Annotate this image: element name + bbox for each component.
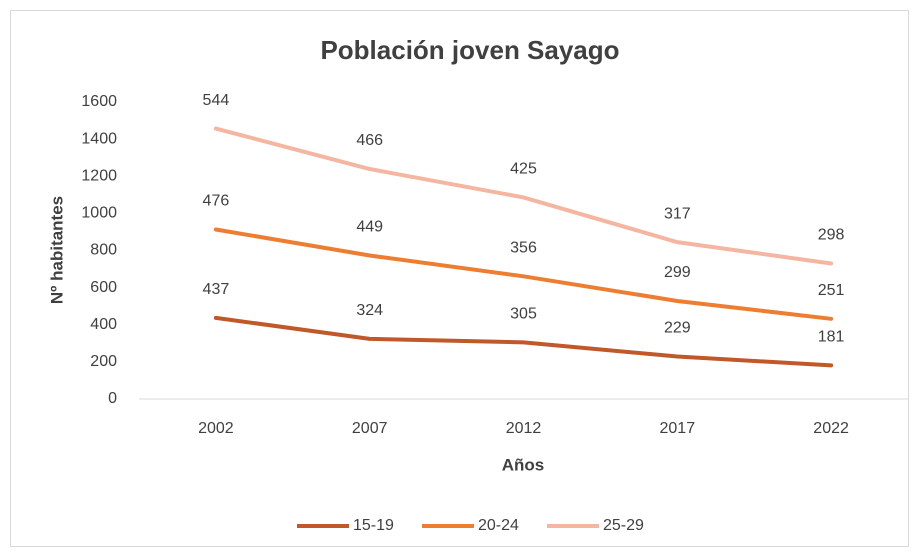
x-axis-label: Años [502,455,545,474]
y-tick-label: 800 [90,242,117,259]
y-tick-label: 600 [90,279,117,296]
data-label: 181 [818,329,845,346]
data-label: 324 [356,302,383,319]
legend-label: 25-29 [603,517,644,534]
y-tick-label: 1000 [81,205,117,222]
data-label: 229 [664,320,691,337]
y-tick-label: 1200 [81,167,117,184]
data-label: 299 [664,264,691,281]
chart-border [10,10,909,547]
y-tick-label: 1400 [81,130,117,147]
data-label: 251 [818,282,845,299]
legend-label: 20-24 [478,517,519,534]
data-label: 476 [203,193,230,210]
data-label: 317 [664,205,691,222]
line [213,227,834,321]
x-tick-label: 2017 [660,420,696,437]
x-tick-label: 2002 [198,420,234,437]
y-tick-label: 1600 [81,93,117,110]
y-tick-label: 200 [90,353,117,370]
legend-label: 15-19 [353,517,394,534]
data-label: 466 [356,132,383,149]
data-label: 437 [203,281,230,298]
data-label: 425 [510,161,537,178]
data-label: 356 [510,240,537,257]
data-label: 305 [510,306,537,323]
x-tick-label: 2007 [352,420,388,437]
y-tick-label: 0 [108,390,117,407]
x-tick-label: 2022 [813,420,849,437]
y-tick-label: 400 [90,316,117,333]
x-tick-label: 2012 [506,420,542,437]
data-label: 544 [203,92,230,109]
data-label: 449 [356,219,383,236]
line [213,315,834,368]
chart-title: Población joven Sayago [320,35,619,65]
line [213,126,834,266]
data-label: 298 [818,227,845,244]
y-axis-label: Nº habitantes [47,196,66,304]
